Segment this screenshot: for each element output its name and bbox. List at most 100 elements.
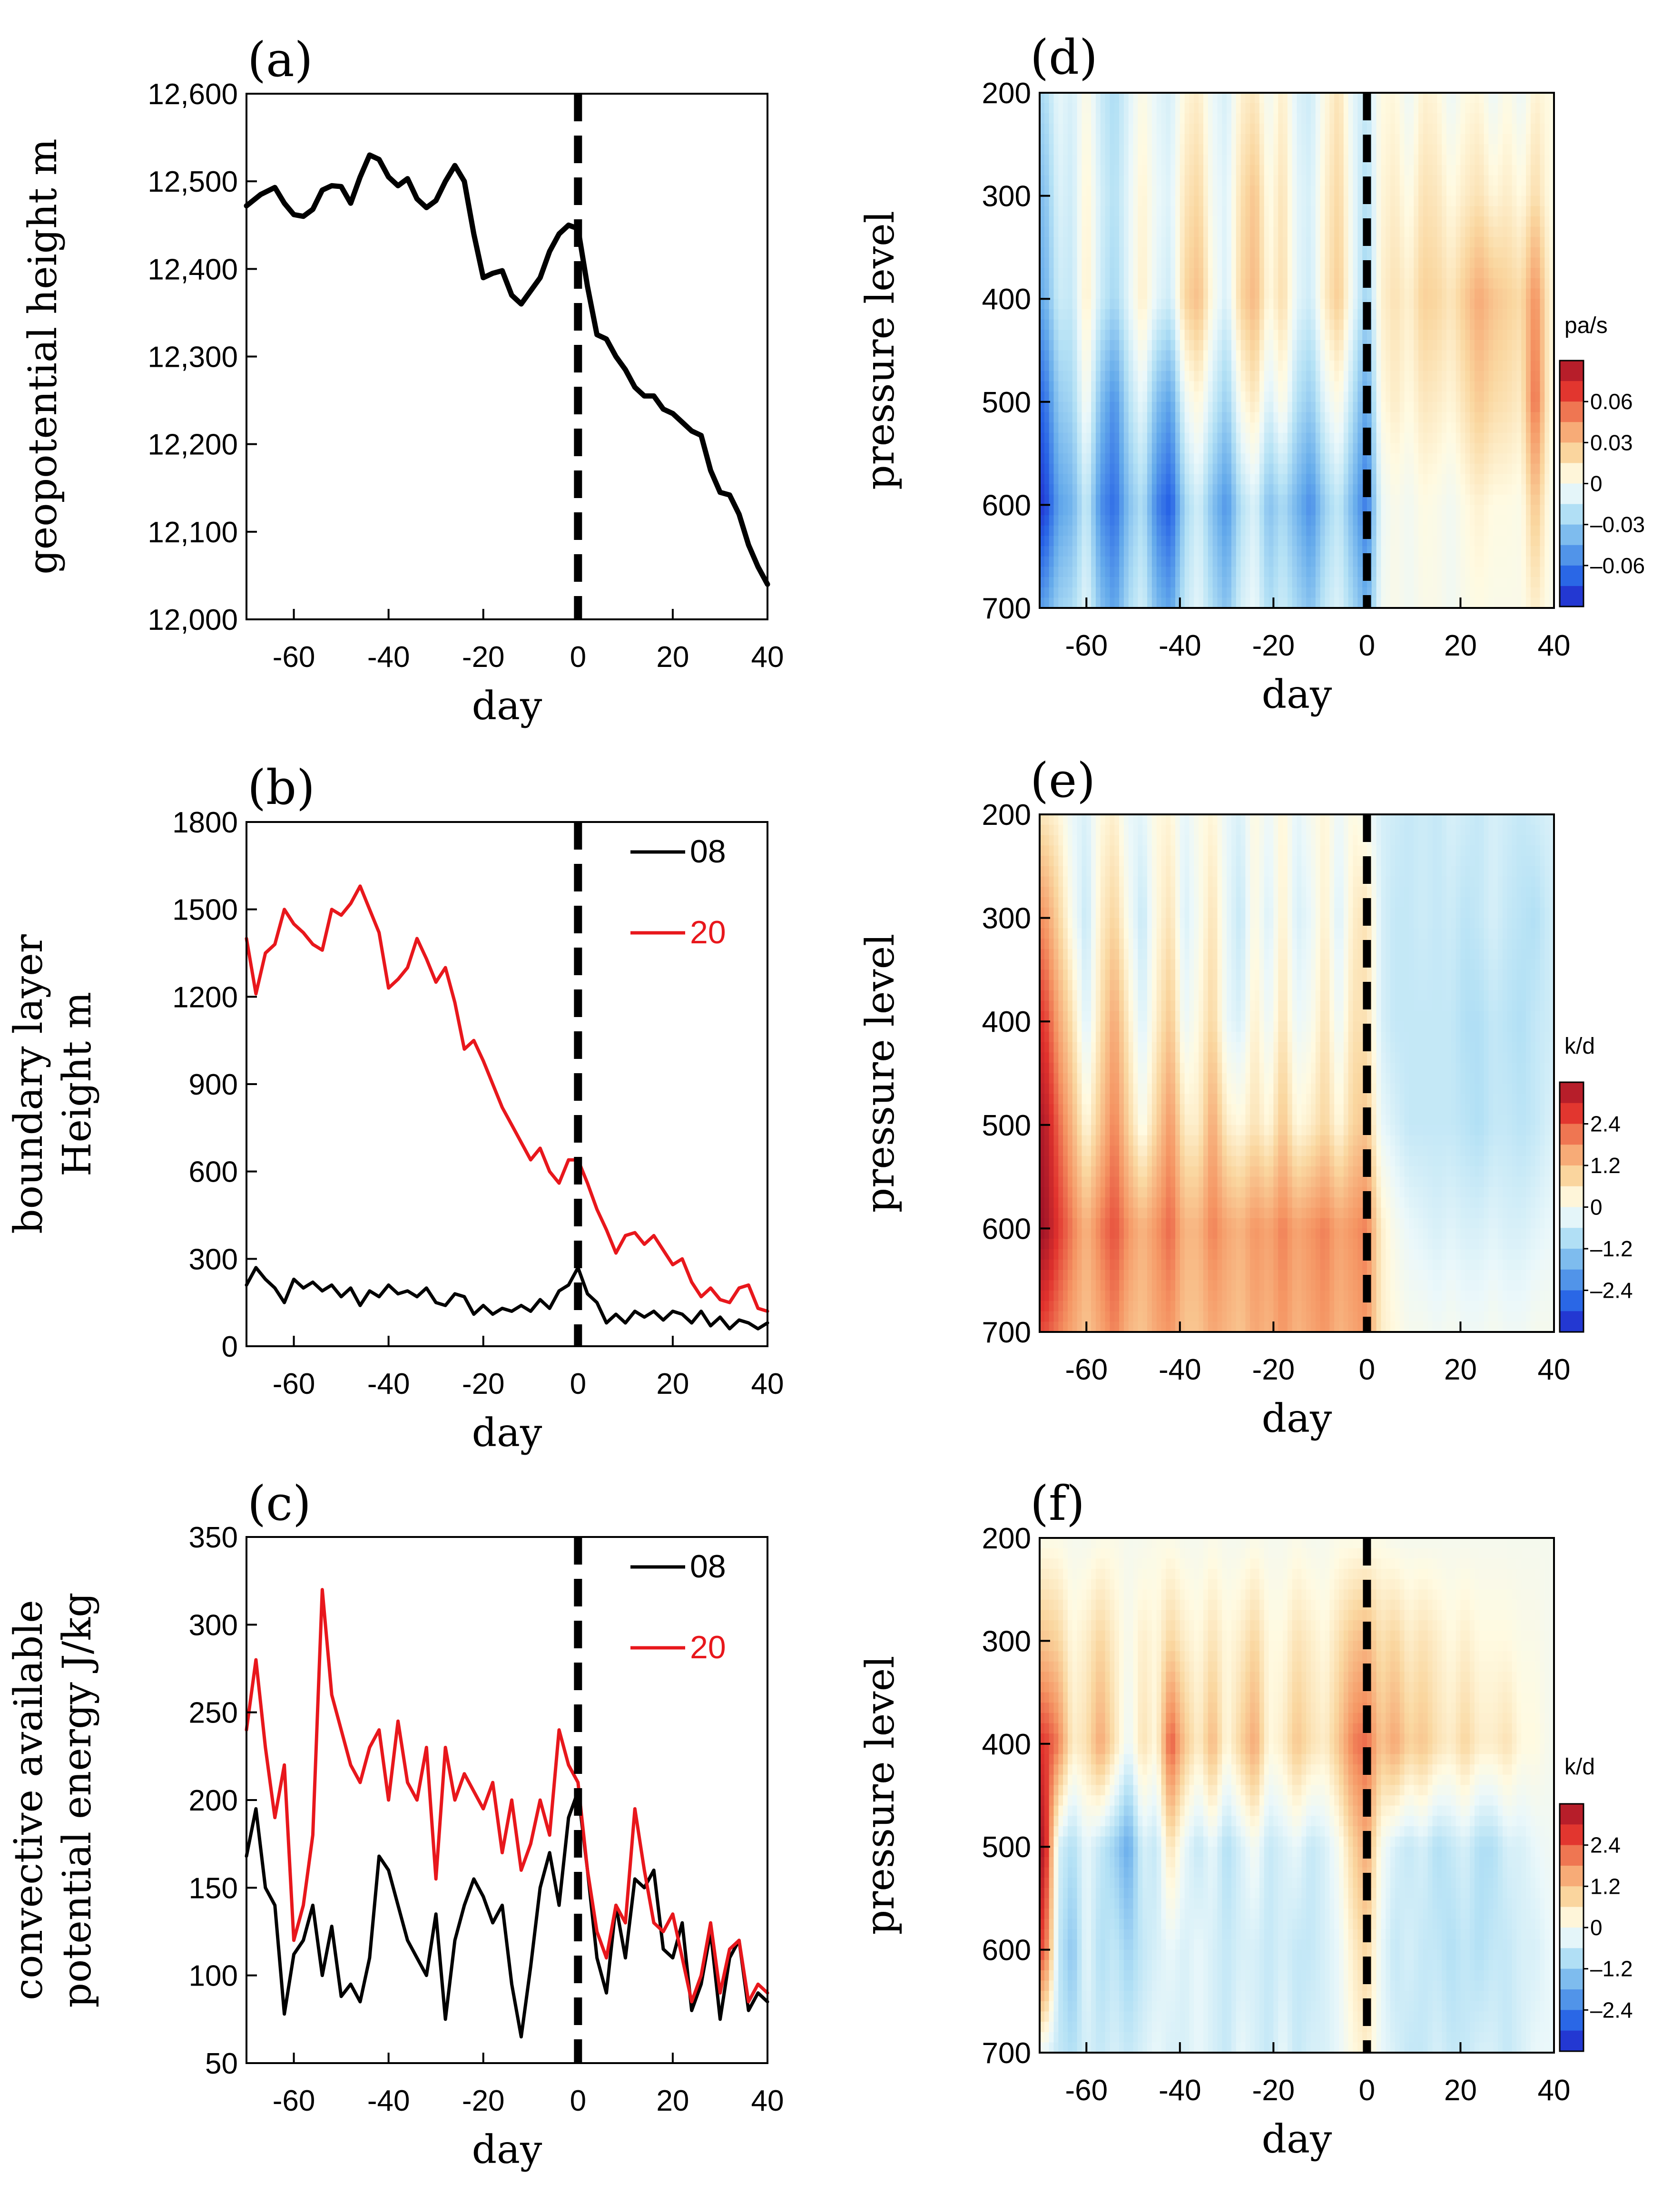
heatmap-cell xyxy=(1138,227,1143,237)
heatmap-cell xyxy=(1292,175,1298,186)
heatmap-cell xyxy=(1264,144,1269,155)
heatmap-cell xyxy=(1479,237,1485,247)
heatmap-cell xyxy=(1475,155,1480,165)
heatmap-cell xyxy=(1334,103,1339,114)
heatmap-cell xyxy=(1259,144,1265,155)
heatmap-cell xyxy=(1470,289,1475,299)
heatmap-cell xyxy=(1400,381,1405,392)
heatmap-cell xyxy=(1119,155,1124,165)
heatmap-cell xyxy=(1320,93,1326,103)
heatmap-cell xyxy=(1362,124,1367,134)
heatmap-cell xyxy=(1460,340,1465,351)
heatmap-cell xyxy=(1526,216,1531,227)
heatmap-cell xyxy=(1082,206,1087,216)
heatmap-cell xyxy=(1110,206,1115,216)
heatmap-cell xyxy=(1377,134,1382,145)
heatmap-cell xyxy=(1077,371,1082,382)
heatmap-cell xyxy=(1390,216,1396,227)
heatmap-cell xyxy=(1170,144,1176,155)
heatmap-cell xyxy=(1535,144,1541,155)
heatmap-cell xyxy=(1091,299,1096,309)
heatmap-cell xyxy=(1442,371,1447,382)
heatmap-cell xyxy=(1493,278,1498,289)
heatmap-cell xyxy=(1334,175,1339,186)
heatmap-cell xyxy=(1446,340,1452,351)
heatmap-cell xyxy=(1535,340,1541,351)
heatmap-cell xyxy=(1086,351,1092,361)
heatmap-cell xyxy=(1488,268,1494,278)
heatmap-cell xyxy=(1185,134,1190,145)
heatmap-cell xyxy=(1475,330,1480,340)
heatmap-cell xyxy=(1086,247,1092,258)
heatmap-cell xyxy=(1208,351,1213,361)
heatmap-cell xyxy=(1077,155,1082,165)
heatmap-cell xyxy=(1180,330,1185,340)
heatmap-cell xyxy=(1245,175,1250,186)
heatmap-cell xyxy=(1180,371,1185,382)
heatmap-cell xyxy=(1068,155,1073,165)
heatmap-cell xyxy=(1157,330,1162,340)
heatmap-cell xyxy=(1512,175,1517,186)
heatmap-cell xyxy=(1245,330,1250,340)
heatmap-cell xyxy=(1437,216,1442,227)
heatmap-cell xyxy=(1077,196,1082,206)
heatmap-cell xyxy=(1301,278,1307,289)
heatmap-cell xyxy=(1058,330,1063,340)
heatmap-cell xyxy=(1507,268,1513,278)
heatmap-cell xyxy=(1044,289,1050,299)
heatmap-cell xyxy=(1124,227,1129,237)
heatmap-cell xyxy=(1390,206,1396,216)
heatmap-cell xyxy=(1544,196,1550,206)
heatmap-cell xyxy=(1288,206,1293,216)
heatmap-cell xyxy=(1446,351,1452,361)
heatmap-cell xyxy=(1353,155,1358,165)
heatmap-cell xyxy=(1269,268,1274,278)
heatmap-cell xyxy=(1283,320,1288,330)
heatmap-cell xyxy=(1325,258,1330,268)
heatmap-cell xyxy=(1372,165,1377,176)
heatmap-cell xyxy=(1124,392,1129,402)
heatmap-cell xyxy=(1082,351,1087,361)
heatmap-cell xyxy=(1058,113,1063,124)
heatmap-cell xyxy=(1058,175,1063,186)
heatmap-cell xyxy=(1161,299,1167,309)
heatmap-cell xyxy=(1264,227,1269,237)
heatmap-cell xyxy=(1344,155,1349,165)
heatmap-cell xyxy=(1428,351,1433,361)
heatmap-cell xyxy=(1091,392,1096,402)
heatmap-cell xyxy=(1320,134,1326,145)
heatmap-cell xyxy=(1152,268,1157,278)
heatmap-cell xyxy=(1124,206,1129,216)
heatmap-cell xyxy=(1484,155,1489,165)
heatmap-cell xyxy=(1101,289,1106,299)
heatmap-cell xyxy=(1072,134,1078,145)
heatmap-cell xyxy=(1175,320,1180,330)
heatmap-cell xyxy=(1423,93,1428,103)
heatmap-cell xyxy=(1334,278,1339,289)
heatmap-cell xyxy=(1180,299,1185,309)
heatmap-cell xyxy=(1147,289,1152,299)
heatmap-cell xyxy=(1470,351,1475,361)
heatmap-cell xyxy=(1082,381,1087,392)
heatmap-cell xyxy=(1292,206,1298,216)
heatmap-cell xyxy=(1409,289,1414,299)
heatmap-cell xyxy=(1288,320,1293,330)
heatmap-cell xyxy=(1213,113,1218,124)
heatmap-cell xyxy=(1470,93,1475,103)
heatmap-cell xyxy=(1124,361,1129,371)
heatmap-cell xyxy=(1428,93,1433,103)
heatmap-cell xyxy=(1086,258,1092,268)
heatmap-cell xyxy=(1344,237,1349,247)
heatmap-cell xyxy=(1185,330,1190,340)
heatmap-cell xyxy=(1086,186,1092,196)
heatmap-cell xyxy=(1301,351,1307,361)
heatmap-cell xyxy=(1414,124,1419,134)
heatmap-cell xyxy=(1325,309,1330,320)
heatmap-cell xyxy=(1475,299,1480,309)
heatmap-cell xyxy=(1390,175,1396,186)
heatmap-cell xyxy=(1044,278,1050,289)
heatmap-cell xyxy=(1432,351,1437,361)
heatmap-cell xyxy=(1348,216,1354,227)
heatmap-cell xyxy=(1516,320,1522,330)
heatmap-cell xyxy=(1161,381,1167,392)
